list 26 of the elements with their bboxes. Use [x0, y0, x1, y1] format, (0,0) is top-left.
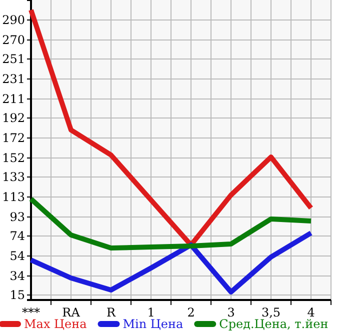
- y-tick-label: 15: [10, 288, 25, 302]
- y-tick-label: 251: [2, 52, 25, 66]
- legend-label: Сред.Цена, т.йен: [219, 317, 328, 331]
- y-tick-label: 192: [2, 110, 25, 125]
- y-tick-label: 93: [10, 210, 25, 224]
- y-tick-label: 270: [2, 32, 25, 47]
- y-tick-label: 133: [2, 170, 25, 184]
- x-tick-label: 3: [227, 306, 235, 320]
- x-tick-label: 3,5: [261, 306, 281, 320]
- y-tick-label: 113: [2, 190, 25, 204]
- legend-label: Min Цена: [122, 317, 184, 331]
- y-tick-label: 54: [10, 248, 26, 263]
- x-tick-label: ***: [22, 306, 40, 320]
- y-tick-label: 231: [2, 72, 25, 86]
- y-tick-label: 172: [2, 130, 25, 145]
- y-tick-label: 211: [2, 92, 25, 106]
- legend-label: Max Цена: [24, 317, 87, 331]
- x-tick-label: RA: [62, 306, 80, 320]
- y-tick-label: 290: [2, 12, 25, 27]
- x-tick-label: 2: [187, 306, 195, 320]
- y-tick-label: 152: [2, 150, 25, 165]
- y-tick-label: 74: [10, 228, 26, 243]
- y-tick-label: 34: [10, 268, 26, 283]
- x-tick-label: R: [106, 306, 116, 320]
- x-tick-label: 1: [147, 306, 155, 320]
- x-tick-label: 4: [307, 306, 316, 320]
